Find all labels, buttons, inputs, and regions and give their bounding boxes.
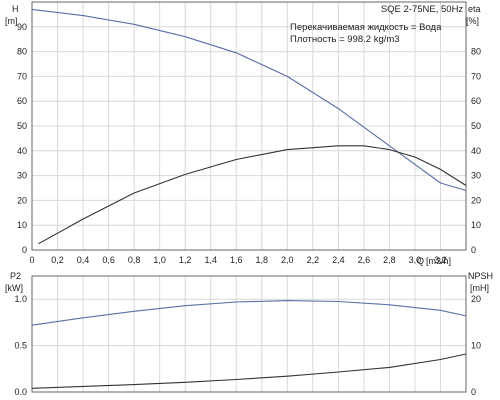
y-left-tick-label: 80	[17, 47, 27, 57]
y-left-tick-label: 30	[17, 171, 27, 181]
x-tick-label: 2,6	[358, 255, 371, 265]
x-tick-label: 1,2	[179, 255, 192, 265]
y-left-tick-label: 40	[17, 146, 27, 156]
x-tick-label: 0,6	[102, 255, 115, 265]
x-tick-label: 1,0	[153, 255, 166, 265]
x-tick-label: 2,4	[332, 255, 345, 265]
top-plot-frame	[31, 1, 467, 251]
x-tick-label: 3,0	[409, 255, 422, 265]
x-tick-label: 1,6	[230, 255, 243, 265]
y-right-tick-label: 20	[471, 195, 481, 205]
x-tick-label: 2,8	[383, 255, 396, 265]
y-left-tick-label: 0.5	[14, 341, 27, 351]
y-left-tick-label: 1.0	[14, 294, 27, 304]
y-right-tick-label: 0	[471, 245, 476, 255]
y-right-tick-label: 10	[471, 220, 481, 230]
y-left-tick-label: 90	[17, 22, 27, 32]
y-right-unit-top: [%]	[466, 16, 479, 26]
model-label: SQE 2-75NE, 50Hz	[381, 4, 464, 15]
y-right-tick-label: 70	[471, 71, 481, 81]
y-right-unit-bottom: [mH]	[470, 283, 489, 293]
head-curve	[31, 8, 467, 192]
x-tick-label: 3,2	[434, 255, 447, 265]
x-axis-unit: [m3/h]	[426, 256, 451, 266]
y-right-tick-label: 60	[471, 96, 481, 106]
power-npsh-chart: 0.0 0.5 1.0 0 10 20	[14, 275, 481, 397]
x-tick-label: 1,4	[204, 255, 217, 265]
x-tick-label: 2,2	[307, 255, 320, 265]
x-tick-label: 0	[29, 255, 34, 265]
density-info-line: Плотность = 998.2 kg/m3	[290, 34, 400, 45]
x-tick-label: 1,8	[256, 255, 269, 265]
x-tick-label: 0,8	[128, 255, 141, 265]
x-axis-label: Q	[417, 256, 424, 266]
y-left-unit-bottom: [kW]	[5, 283, 23, 293]
y-left-tick-label: 0	[22, 245, 27, 255]
y-right-tick-label: 10	[471, 341, 481, 351]
y-right-tick-label: 40	[471, 146, 481, 156]
y-left-tick-label: 10	[17, 220, 27, 230]
fluid-info-line: Перекачиваемая жидкость = Вода	[290, 22, 442, 33]
y-right-tick-label: 80	[471, 47, 481, 57]
y-right-label-bottom: NPSH	[468, 271, 493, 281]
x-tick-label: 0,4	[77, 255, 90, 265]
y-right-tick-label: 20	[471, 294, 481, 304]
y-left-label-top: H	[12, 4, 19, 14]
y-right-label-top: eta	[468, 4, 481, 14]
head-efficiency-chart: 0 10 20 30 40 50 60 70 80 90 0 10 20 30 40 50 60 70 80 0 0,2…	[17, 1, 481, 265]
y-left-tick-label: 50	[17, 121, 27, 131]
x-tick-label: 2,0	[281, 255, 294, 265]
y-left-label-bottom: P2	[10, 271, 21, 281]
y-left-tick-label: 0.0	[14, 387, 27, 397]
y-right-tick-label: 30	[471, 171, 481, 181]
p2-curve	[31, 300, 467, 326]
y-left-unit-top: [m]	[5, 16, 18, 26]
y-left-tick-label: 60	[17, 96, 27, 106]
y-right-tick-label: 50	[471, 121, 481, 131]
npsh-curve	[31, 353, 467, 389]
y-left-tick-label: 70	[17, 71, 27, 81]
x-tick-label: 0,2	[51, 255, 64, 265]
y-left-tick-label: 20	[17, 195, 27, 205]
eta-curve	[38, 145, 467, 245]
y-right-tick-label: 0	[471, 387, 476, 397]
bottom-plot-frame	[31, 275, 467, 393]
